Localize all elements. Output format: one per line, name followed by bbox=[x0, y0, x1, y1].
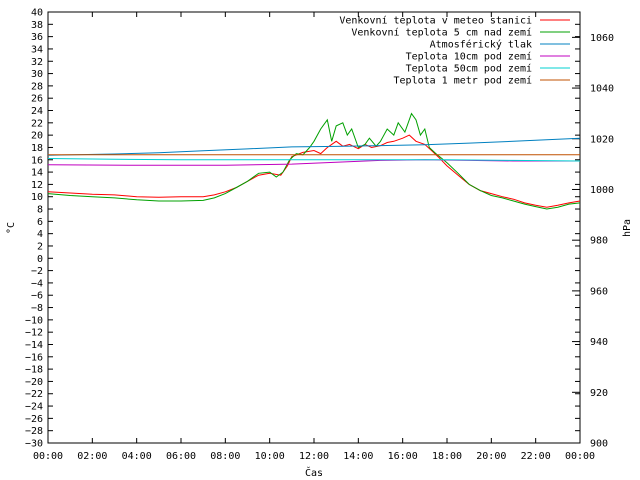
legend-label-4: Teplota 10cm pod zemí bbox=[406, 51, 532, 63]
y-tick-label: 40 bbox=[31, 8, 43, 19]
y-tick-label: 16 bbox=[31, 155, 43, 166]
y2-tick-label: 900 bbox=[590, 439, 608, 450]
y2-axis-label: hPa bbox=[622, 219, 633, 237]
x-tick-label: 08:00 bbox=[210, 451, 240, 462]
y-tick-label: 32 bbox=[31, 57, 43, 68]
y2-tick-label: 1000 bbox=[590, 185, 614, 196]
y-tick-label: 34 bbox=[31, 44, 43, 55]
y-tick-label: 38 bbox=[31, 20, 43, 31]
y-tick-label: 18 bbox=[31, 143, 43, 154]
y-axis-label: °C bbox=[6, 222, 17, 234]
y-tick-label: −18 bbox=[25, 365, 43, 376]
y2-tick-label: 940 bbox=[590, 337, 608, 348]
y-tick-label: 12 bbox=[31, 180, 43, 191]
x-tick-label: 22:00 bbox=[521, 451, 551, 462]
y2-tick-label: 980 bbox=[590, 236, 608, 247]
y2-tick-label: 1020 bbox=[590, 134, 614, 145]
x-tick-label: 20:00 bbox=[476, 451, 506, 462]
y-tick-label: −26 bbox=[25, 414, 43, 425]
x-tick-label: 18:00 bbox=[432, 451, 462, 462]
legend: Venkovní teplota v meteo staniciVenkovní… bbox=[339, 15, 570, 87]
x-tick-label: 14:00 bbox=[343, 451, 373, 462]
y-tick-label: 4 bbox=[37, 229, 43, 240]
y-tick-label: 20 bbox=[31, 131, 43, 142]
series-line-2 bbox=[47, 112, 581, 210]
y-tick-label: −20 bbox=[25, 377, 43, 388]
y2-axis-ticks: 1060 1040 1020 1000 980 960 940 920 900 bbox=[572, 33, 614, 450]
y-tick-label: −22 bbox=[25, 389, 43, 400]
series-line-3 bbox=[47, 137, 581, 156]
y-tick-label: −14 bbox=[25, 340, 43, 351]
y-tick-label: 26 bbox=[31, 94, 43, 105]
y-tick-label: 0 bbox=[37, 254, 43, 265]
y2-tick-label: 1060 bbox=[590, 33, 614, 44]
y-tick-label: −4 bbox=[31, 278, 43, 289]
y-tick-label: −2 bbox=[31, 266, 43, 277]
y2-tick-label: 1040 bbox=[590, 84, 614, 95]
y-tick-label: 6 bbox=[37, 217, 43, 228]
y2-tick-label: 920 bbox=[590, 388, 608, 399]
x-axis-label: Čas bbox=[305, 466, 323, 479]
x-tick-label: 16:00 bbox=[388, 451, 418, 462]
y-tick-label: 8 bbox=[37, 205, 43, 216]
y-tick-label: −10 bbox=[25, 315, 43, 326]
y-tick-label: −8 bbox=[31, 303, 43, 314]
legend-label-1: Venkovní teplota v meteo stanici bbox=[339, 15, 532, 27]
x-tick-label: 00:00 bbox=[565, 451, 595, 462]
x-tick-label: 04:00 bbox=[122, 451, 152, 462]
y-tick-label: −6 bbox=[31, 291, 43, 302]
x-tick-label: 02:00 bbox=[77, 451, 107, 462]
x-axis-ticks: 00:00 02:00 04:00 06:00 08:00 10:00 12:00 14:00… bbox=[33, 12, 595, 462]
series-line-5 bbox=[47, 158, 581, 162]
series-lines bbox=[47, 112, 581, 210]
y-tick-label: −16 bbox=[25, 352, 43, 363]
x-tick-label: 10:00 bbox=[255, 451, 285, 462]
y-tick-label: 2 bbox=[37, 241, 43, 252]
legend-label-3: Atmosférický tlak bbox=[430, 39, 532, 51]
y-tick-label: 22 bbox=[31, 118, 43, 129]
y-tick-label: 28 bbox=[31, 81, 43, 92]
y-axis-ticks: 4038363432302826242220181614121086420−2−… bbox=[25, 8, 580, 450]
y-tick-label: −30 bbox=[25, 439, 43, 450]
series-line-1 bbox=[47, 134, 581, 208]
y2-tick-label: 960 bbox=[590, 286, 608, 297]
x-tick-label: 00:00 bbox=[33, 451, 63, 462]
y-tick-label: 30 bbox=[31, 69, 43, 80]
x-tick-label: 12:00 bbox=[299, 451, 329, 462]
y-tick-label: −24 bbox=[25, 402, 43, 413]
y-tick-label: 36 bbox=[31, 32, 43, 43]
legend-label-6: Teplota 1 metr pod zemí bbox=[394, 75, 532, 87]
y-tick-label: 14 bbox=[31, 168, 43, 179]
y-tick-label: 24 bbox=[31, 106, 43, 117]
legend-label-2: Venkovní teplota 5 cm nad zemí bbox=[351, 27, 532, 39]
y-tick-label: −12 bbox=[25, 328, 43, 339]
y-tick-label: 10 bbox=[31, 192, 43, 203]
x-tick-label: 06:00 bbox=[166, 451, 196, 462]
legend-label-5: Teplota 50cm pod zemí bbox=[406, 63, 532, 75]
y-tick-label: −28 bbox=[25, 426, 43, 437]
